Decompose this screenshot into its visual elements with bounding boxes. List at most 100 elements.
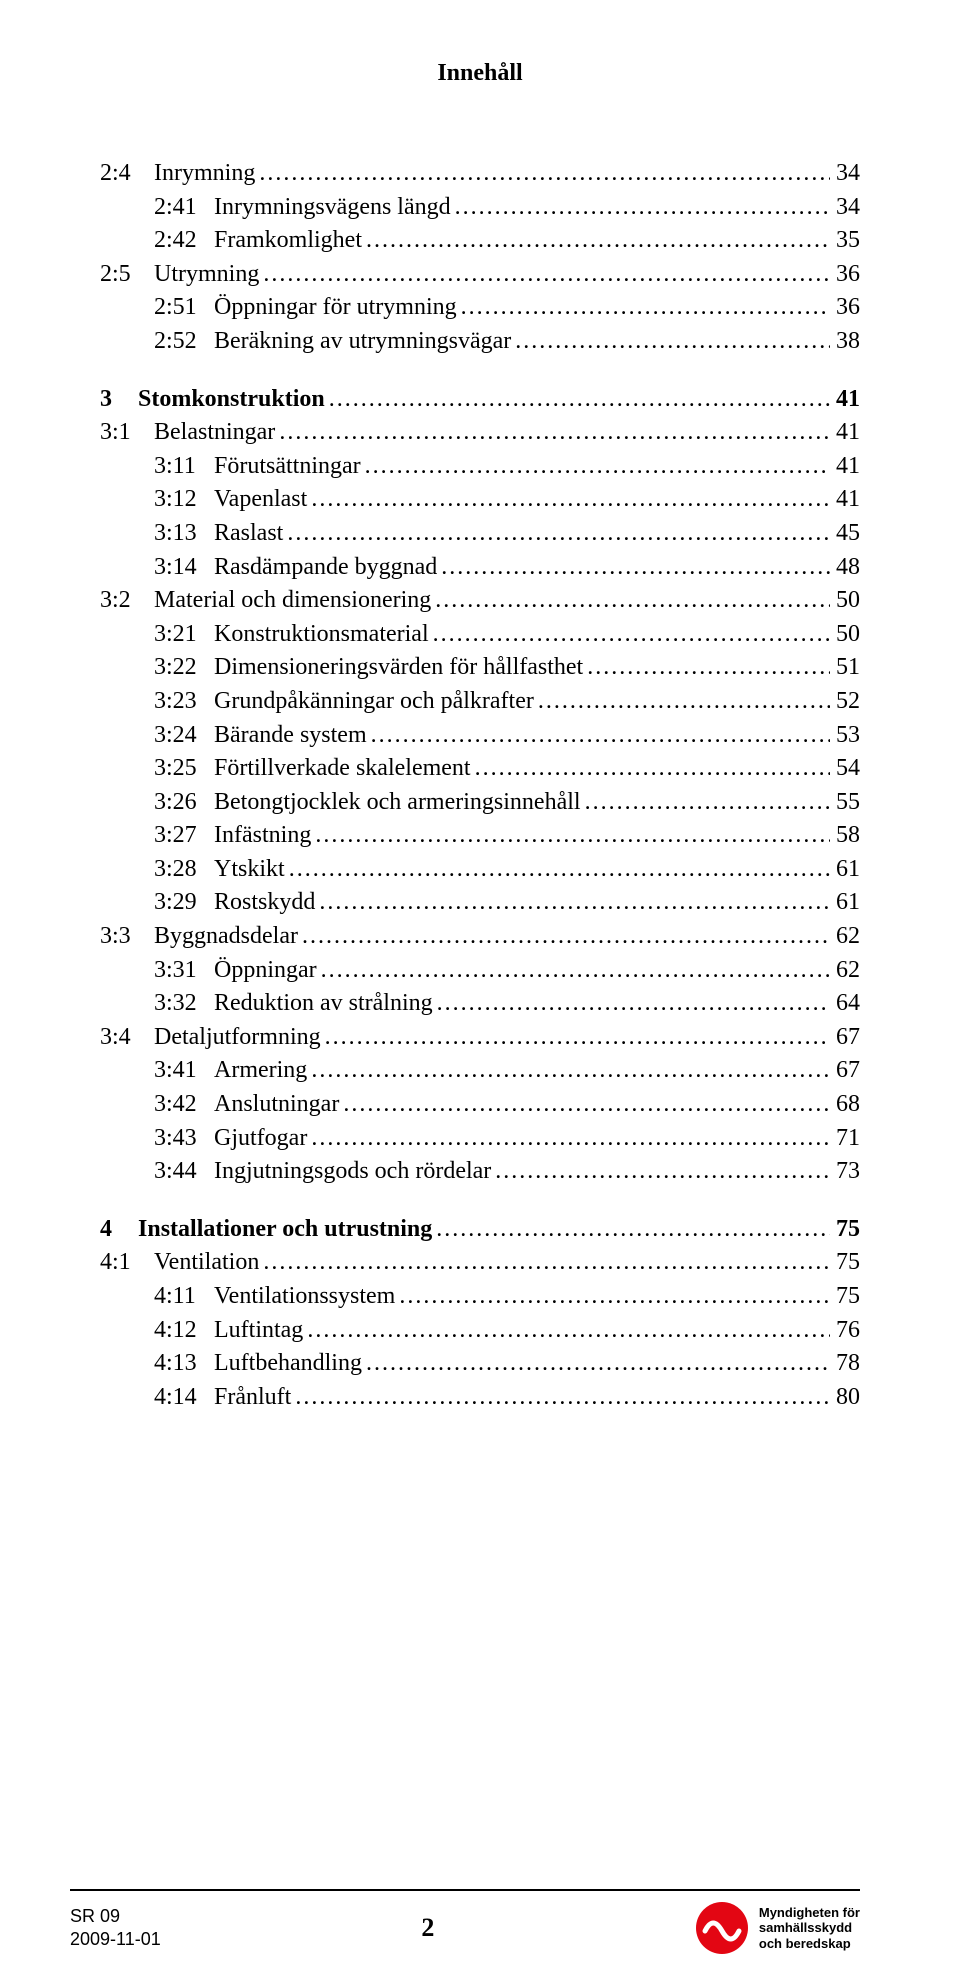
toc-leader-dots xyxy=(311,483,830,517)
footer-doc-code: SR 09 xyxy=(70,1905,161,1928)
toc-leader-dots xyxy=(311,1122,830,1156)
toc-entry: 2:41Inrymningsvägens längd34 xyxy=(100,191,860,225)
toc-entry-page: 41 xyxy=(830,483,860,517)
toc-entry-page: 36 xyxy=(830,291,860,325)
toc-entry-number: 3:11 xyxy=(154,450,214,484)
toc-leader-dots xyxy=(538,685,830,719)
toc-entry-label: Betongtjocklek och armeringsinnehåll xyxy=(214,786,585,820)
toc-entry: 3:22Dimensioneringsvärden för hållfasthe… xyxy=(100,651,860,685)
toc-entry-number: 3:44 xyxy=(154,1155,214,1189)
toc-leader-dots xyxy=(436,1213,830,1247)
toc-entry-page: 41 xyxy=(830,416,860,450)
toc-entry-page: 54 xyxy=(830,752,860,786)
toc-entry-number: 3:21 xyxy=(154,618,214,652)
toc-leader-dots xyxy=(295,1381,830,1415)
toc-leader-dots xyxy=(279,416,830,450)
toc-entry-page: 75 xyxy=(830,1246,860,1280)
footer-page-number: 2 xyxy=(421,1913,434,1943)
toc-entry-label: Bärande system xyxy=(214,719,371,753)
toc-entry: 4:11Ventilationssystem75 xyxy=(100,1280,860,1314)
toc-entry-number: 3:42 xyxy=(154,1088,214,1122)
toc-entry-page: 78 xyxy=(830,1347,860,1381)
toc-entry-label: Gjutfogar xyxy=(214,1122,311,1156)
toc-entry-number: 3:31 xyxy=(154,954,214,988)
toc-entry-number: 2:5 xyxy=(100,258,154,292)
toc-leader-dots xyxy=(515,325,830,359)
toc-entry-label: Rostskydd xyxy=(214,886,319,920)
toc-entry-label: Reduktion av strålning xyxy=(214,987,437,1021)
toc-entry-page: 41 xyxy=(830,383,860,417)
agency-line-3: och beredskap xyxy=(759,1936,860,1952)
toc-entry-label: Ingjutningsgods och rördelar xyxy=(214,1155,495,1189)
toc-entry: 4Installationer och utrustning75 xyxy=(100,1213,860,1247)
toc-entry-page: 61 xyxy=(830,886,860,920)
toc-entry-label: Anslutningar xyxy=(214,1088,343,1122)
toc-entry: 4:13Luftbehandling78 xyxy=(100,1347,860,1381)
toc-entry-label: Frånluft xyxy=(214,1381,295,1415)
toc-entry-number: 3:24 xyxy=(154,719,214,753)
toc-leader-dots xyxy=(371,719,830,753)
toc-entry: 4:1Ventilation75 xyxy=(100,1246,860,1280)
toc-entry-number: 3:13 xyxy=(154,517,214,551)
toc-entry: 3:21Konstruktionsmaterial50 xyxy=(100,618,860,652)
toc-entry: 3:1Belastningar41 xyxy=(100,416,860,450)
toc-entry-number: 2:4 xyxy=(100,157,154,191)
agency-line-2: samhällsskydd xyxy=(759,1920,860,1936)
toc-entry-number: 3:3 xyxy=(100,920,154,954)
toc-entry-page: 50 xyxy=(830,584,860,618)
toc-entry-number: 3:29 xyxy=(154,886,214,920)
toc-entry-label: Konstruktionsmaterial xyxy=(214,618,433,652)
toc-entry-page: 45 xyxy=(830,517,860,551)
toc-entry-page: 34 xyxy=(830,157,860,191)
toc-entry: 3:12Vapenlast41 xyxy=(100,483,860,517)
toc-entry-number: 4 xyxy=(100,1213,138,1247)
toc-entry-label: Beräkning av utrymningsvägar xyxy=(214,325,515,359)
toc-entry: 3:44Ingjutningsgods och rördelar 73 xyxy=(100,1155,860,1189)
toc-entry-page: 41 xyxy=(830,450,860,484)
toc-entry: 3:23Grundpåkänningar och pålkrafter52 xyxy=(100,685,860,719)
toc-entry: 4:14Frånluft80 xyxy=(100,1381,860,1415)
toc-entry-label: Installationer och utrustning xyxy=(138,1213,436,1247)
toc-leader-dots xyxy=(343,1088,830,1122)
toc-entry-page: 51 xyxy=(830,651,860,685)
toc-leader-dots xyxy=(455,191,830,225)
toc-leader-dots xyxy=(302,920,830,954)
toc-entry: 3:4Detaljutformning67 xyxy=(100,1021,860,1055)
toc-entry-number: 3:14 xyxy=(154,551,214,585)
toc-entry: 3Stomkonstruktion41 xyxy=(100,383,860,417)
toc-leader-dots xyxy=(433,618,830,652)
toc-entry-page: 52 xyxy=(830,685,860,719)
toc-entry: 3:31Öppningar62 xyxy=(100,954,860,988)
toc-leader-dots xyxy=(587,651,830,685)
toc-leader-dots xyxy=(319,886,830,920)
toc-entry: 3:3Byggnadsdelar62 xyxy=(100,920,860,954)
toc-entry-number: 3 xyxy=(100,383,138,417)
toc-leader-dots xyxy=(325,1021,830,1055)
toc-entry-page: 73 xyxy=(830,1155,860,1189)
toc-entry-page: 36 xyxy=(830,258,860,292)
toc-entry-page: 35 xyxy=(830,224,860,258)
toc-leader-dots xyxy=(437,987,830,1021)
footer-row: SR 09 2009-11-01 2 Myndigheten för samhä… xyxy=(70,1901,860,1955)
toc-entry-label: Öppningar för utrymning xyxy=(214,291,461,325)
toc-entry-label: Utrymning xyxy=(154,258,263,292)
toc-entry: 3:42Anslutningar68 xyxy=(100,1088,860,1122)
toc-leader-dots xyxy=(311,1054,830,1088)
toc-leader-dots xyxy=(495,1155,830,1189)
toc-entry-label: Infästning xyxy=(214,819,315,853)
toc-entry: 3:29Rostskydd 61 xyxy=(100,886,860,920)
toc-entry-page: 53 xyxy=(830,719,860,753)
toc-entry-page: 55 xyxy=(830,786,860,820)
toc-entry: 2:42Framkomlighet35 xyxy=(100,224,860,258)
toc-entry: 4:12Luftintag76 xyxy=(100,1314,860,1348)
toc-entry-number: 3:1 xyxy=(100,416,154,450)
toc-entry-number: 3:23 xyxy=(154,685,214,719)
toc-entry-number: 2:41 xyxy=(154,191,214,225)
toc-entry-page: 71 xyxy=(830,1122,860,1156)
toc-entry-label: Luftintag xyxy=(214,1314,307,1348)
toc-entry-number: 3:28 xyxy=(154,853,214,887)
toc-entry-number: 4:13 xyxy=(154,1347,214,1381)
toc-entry-page: 67 xyxy=(830,1054,860,1088)
page-footer: SR 09 2009-11-01 2 Myndigheten för samhä… xyxy=(0,1889,960,1955)
page-title: Innehåll xyxy=(100,60,860,87)
